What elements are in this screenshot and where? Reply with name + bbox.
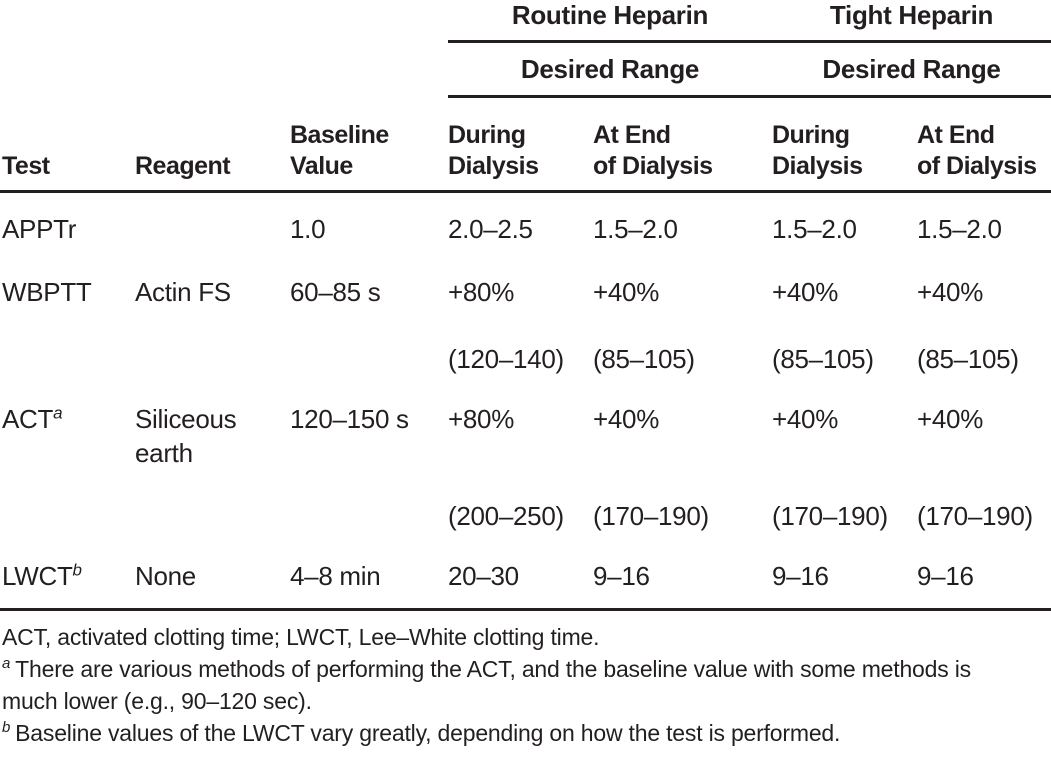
footnote-abbreviations: ACT, activated clotting time; LWCT, Lee–… (2, 621, 1051, 653)
group-header-spacer (0, 0, 448, 43)
cell-value: 9–16 (772, 561, 829, 591)
footnote-b-text: Baseline values of the LWCT vary greatly… (15, 720, 841, 746)
cell-value: +40% (772, 404, 839, 434)
subheader-desired-range-routine-label: Desired Range (520, 54, 700, 84)
cell-empty (0, 323, 135, 383)
group-header-tight-label: Tight Heparin (829, 0, 994, 30)
cell-value: 9–16 (917, 561, 974, 591)
cell-value: (85–105) (593, 344, 695, 374)
test-name: WBPTT (2, 277, 92, 307)
subheader-desired-range-tight-label: Desired Range (822, 54, 1001, 84)
column-header-tight-during-line2: Dialysis (772, 152, 863, 180)
table-footnotes: ACT, activated clotting time; LWCT, Lee–… (0, 611, 1051, 749)
subheader-desired-range-routine: Desired Range (448, 43, 772, 98)
test-name: LWCT (2, 561, 73, 591)
cell-value: +80% (448, 277, 515, 307)
column-header-routine-at-end-of-dialysis: At End of Dialysis (593, 98, 772, 193)
cell-value: +40% (593, 277, 660, 307)
group-header-routine-label: Routine Heparin (511, 0, 709, 30)
cell-value: (120–140) (448, 344, 564, 374)
cell-value: (170–190) (917, 501, 1033, 531)
subheader-spacer (0, 43, 448, 98)
cell-value: 1.5–2.0 (593, 214, 678, 244)
cell-value: +40% (917, 277, 984, 307)
cell-value: +40% (917, 404, 984, 434)
table-bottom-rule (0, 608, 1051, 611)
column-header-routine-during-dialysis: During Dialysis (448, 98, 593, 193)
cell-test-lwct: LWCTb (0, 540, 135, 608)
group-header-tight-heparin: Tight Heparin (772, 0, 1051, 43)
cell-empty (290, 323, 448, 383)
test-superscript: b (72, 560, 82, 580)
column-header-routine-atend-line1: At End (593, 121, 671, 149)
column-header-routine-during-line1: During (448, 121, 526, 149)
cell-value: +40% (772, 277, 839, 307)
column-header-reagent-line2: Reagent (135, 152, 231, 180)
footnote-b: b Baseline values of the LWCT vary greatl… (2, 717, 1051, 749)
cell-value: (200–250) (448, 501, 564, 531)
cell-value: (85–105) (917, 344, 1019, 374)
cell-value: +80% (448, 404, 515, 434)
cell-value: 1.5–2.0 (917, 214, 1002, 244)
cell-reagent: Actin FS (135, 277, 231, 307)
footnote-a-line2: much lower (e.g., 90–120 sec). (2, 685, 1051, 717)
heparin-table: Routine Heparin Tight Heparin Desired Ra… (0, 0, 1051, 608)
footnote-a-text: There are various methods of performing … (15, 656, 971, 682)
column-header-baseline-value: Baseline Value (290, 98, 448, 193)
cell-value: 2.0–2.5 (448, 214, 533, 244)
cell-value: +40% (593, 404, 660, 434)
column-header-baseline-line1: Baseline (290, 121, 389, 149)
cell-baseline: 4–8 min (290, 561, 381, 591)
cell-empty (290, 480, 448, 540)
cell-value: 1.5–2.0 (772, 214, 857, 244)
column-header-tight-during-dialysis: During Dialysis (772, 98, 917, 193)
cell-baseline: 1.0 (290, 214, 326, 244)
footnote-a-continuation: much lower (e.g., 90–120 sec). (2, 688, 312, 714)
cell-value: (85–105) (772, 344, 874, 374)
cell-empty (135, 480, 290, 540)
cell-test-act: ACTa (0, 383, 135, 480)
cell-value: 20–30 (448, 561, 519, 591)
cell-value: 9–16 (593, 561, 650, 591)
cell-reagent: None (135, 561, 196, 591)
cell-test-apptr: APPTr (0, 193, 135, 256)
column-header-tight-atend-line2: of Dialysis (917, 152, 1037, 180)
footnote-b-marker: b (2, 719, 11, 737)
cell-empty (0, 480, 135, 540)
cell-baseline: 120–150 s (290, 404, 409, 434)
cell-reagent: Siliceous earth (135, 404, 237, 468)
column-header-tight-atend-line1: At End (917, 121, 995, 149)
test-superscript: a (53, 403, 63, 423)
cell-test-wbptt: WBPTT (0, 256, 135, 323)
group-header-routine-heparin: Routine Heparin (448, 0, 772, 43)
column-header-reagent: Reagent (135, 98, 290, 193)
footnote-abbreviations-text: ACT, activated clotting time; LWCT, Lee–… (2, 624, 600, 650)
cell-reagent (135, 193, 290, 256)
column-header-baseline-line2: Value (290, 152, 353, 180)
footnote-a-line1: a There are various methods of performing… (2, 653, 1051, 685)
test-name: APPTr (2, 214, 77, 244)
cell-value: (170–190) (772, 501, 888, 531)
test-name: ACT (2, 404, 54, 434)
column-header-routine-during-line2: Dialysis (448, 152, 539, 180)
cell-value: (170–190) (593, 501, 709, 531)
subheader-desired-range-tight: Desired Range (772, 43, 1051, 98)
column-header-routine-atend-line2: of Dialysis (593, 152, 713, 180)
column-header-tight-at-end-of-dialysis: At End of Dialysis (917, 98, 1051, 193)
footnote-a-marker: a (2, 655, 11, 673)
cell-baseline: 60–85 s (290, 277, 381, 307)
column-header-tight-during-line1: During (772, 121, 850, 149)
column-header-test: Test (0, 98, 135, 193)
column-header-test-line2: Test (2, 152, 50, 180)
cell-empty (135, 323, 290, 383)
